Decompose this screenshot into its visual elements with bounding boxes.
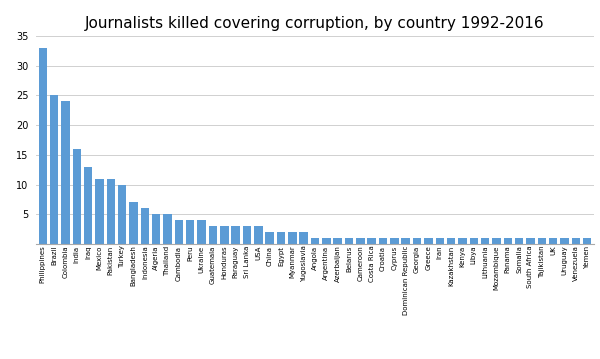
Bar [84, 167, 92, 244]
Bar [140, 209, 149, 244]
Bar [73, 149, 81, 244]
Bar [379, 238, 388, 244]
Bar [152, 214, 160, 244]
Bar [583, 238, 592, 244]
Bar [265, 232, 274, 244]
Bar [401, 238, 410, 244]
Bar [470, 238, 478, 244]
Bar [515, 238, 523, 244]
Title: Journalists killed covering corruption, by country 1992-2016: Journalists killed covering corruption, … [85, 15, 545, 31]
Bar [288, 232, 296, 244]
Bar [526, 238, 535, 244]
Bar [107, 179, 115, 244]
Bar [447, 238, 455, 244]
Bar [38, 48, 47, 244]
Bar [560, 238, 569, 244]
Bar [390, 238, 398, 244]
Bar [492, 238, 501, 244]
Bar [538, 238, 546, 244]
Bar [549, 238, 557, 244]
Bar [95, 179, 104, 244]
Bar [61, 101, 70, 244]
Bar [503, 238, 512, 244]
Bar [232, 226, 240, 244]
Bar [356, 238, 365, 244]
Bar [163, 214, 172, 244]
Bar [458, 238, 467, 244]
Bar [242, 226, 251, 244]
Bar [175, 220, 183, 244]
Bar [129, 202, 138, 244]
Bar [345, 238, 353, 244]
Bar [186, 220, 194, 244]
Bar [334, 238, 342, 244]
Bar [197, 220, 206, 244]
Bar [413, 238, 421, 244]
Bar [322, 238, 331, 244]
Bar [277, 232, 285, 244]
Bar [254, 226, 263, 244]
Bar [299, 232, 308, 244]
Bar [572, 238, 580, 244]
Bar [481, 238, 490, 244]
Bar [220, 226, 229, 244]
Bar [311, 238, 319, 244]
Bar [50, 95, 58, 244]
Bar [209, 226, 217, 244]
Bar [118, 185, 127, 244]
Bar [367, 238, 376, 244]
Bar [424, 238, 433, 244]
Bar [436, 238, 444, 244]
